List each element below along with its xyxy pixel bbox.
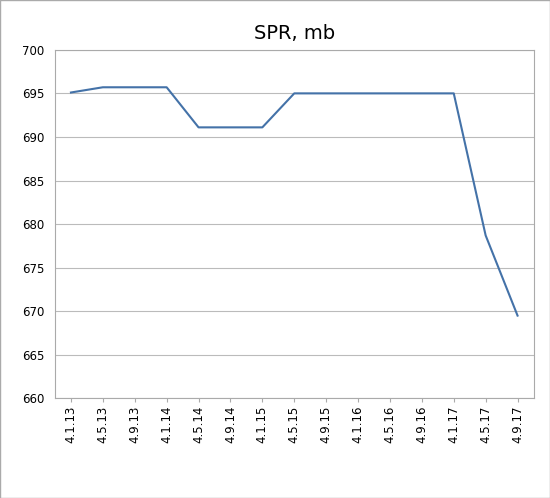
Title: SPR, mb: SPR, mb	[254, 24, 335, 43]
